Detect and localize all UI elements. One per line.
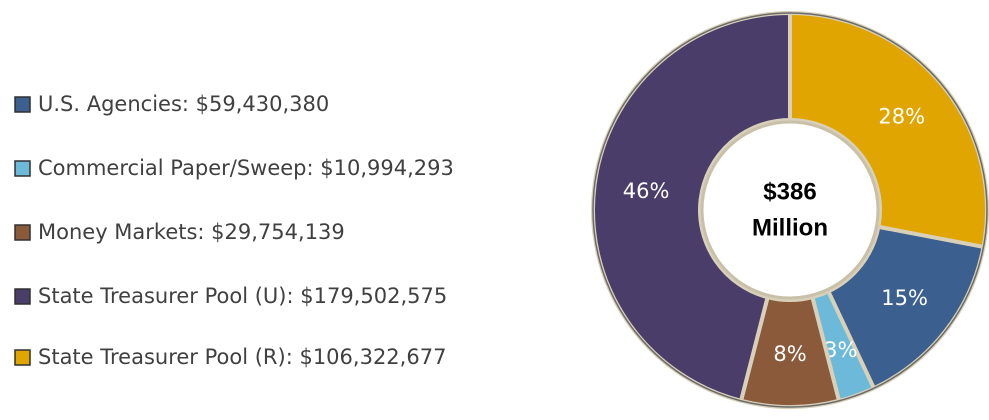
slice-label: 15% [881,286,928,310]
donut: 28%15%3%8%46% [591,10,989,409]
legend-swatch [14,160,31,177]
legend-swatch [14,288,31,305]
legend-label: Commercial Paper/Sweep: $10,994,293 [38,156,454,180]
legend-label: State Treasurer Pool (U): $179,502,575 [38,284,447,308]
center-label: $386 [763,178,816,205]
slice-label: 46% [623,179,670,203]
slice-label: 28% [878,105,925,129]
donut-hole [700,120,880,300]
legend-swatch [14,224,31,241]
legend-label: Money Markets: $29,754,139 [38,220,345,244]
legend-label: State Treasurer Pool (R): $106,322,677 [38,345,446,369]
legend-swatch [14,349,31,366]
legend: U.S. Agencies: $59,430,380 Commercial Pap… [14,92,454,369]
donut-outline [592,12,988,408]
center-label: Million [752,214,828,241]
legend-swatch [14,96,31,113]
slice-label: 8% [773,342,806,366]
legend-label: U.S. Agencies: $59,430,380 [38,92,329,116]
